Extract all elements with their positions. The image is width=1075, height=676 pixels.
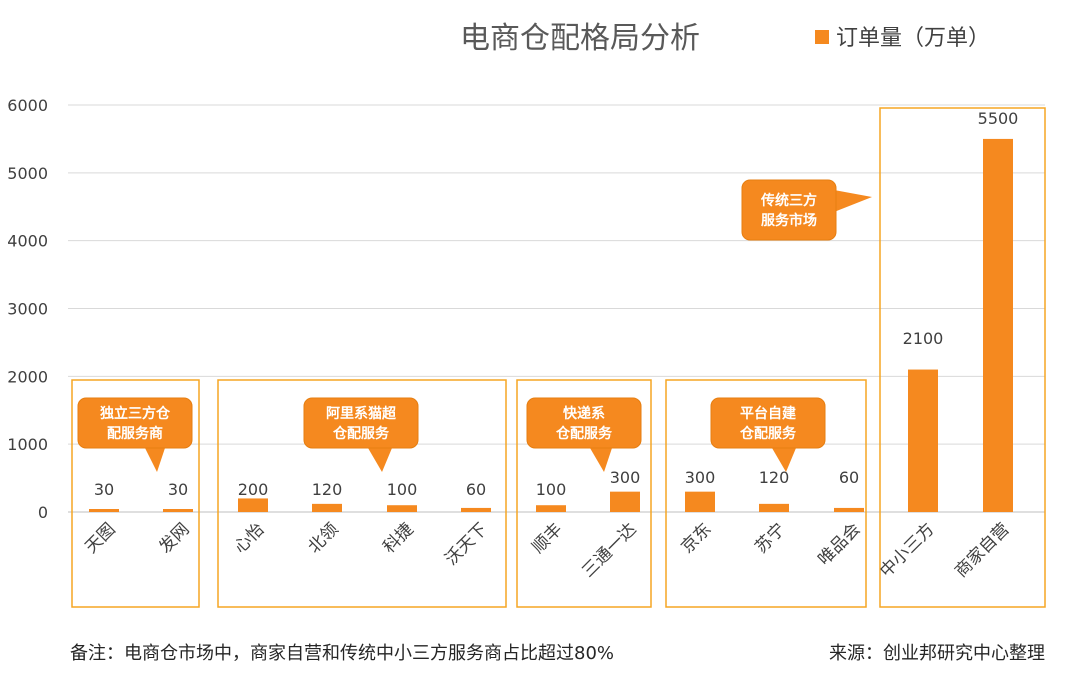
footer-note: 备注：电商仓市场中，商家自营和传统中小三方服务商占比超过80%	[70, 643, 614, 664]
bar	[461, 507, 491, 512]
callout-label: 传统三方	[760, 192, 817, 209]
callout-label: 仓配服务	[332, 425, 390, 442]
category-label: 中小三方	[876, 519, 938, 581]
legend-label: 订单量（万单）	[836, 26, 990, 51]
bar	[834, 507, 864, 512]
data-label: 200	[238, 480, 269, 499]
data-label: 30	[94, 480, 114, 499]
y-tick-label: 6000	[7, 96, 48, 115]
gridlines	[68, 104, 1045, 513]
category-label: 心怡	[230, 519, 268, 557]
data-label: 300	[610, 468, 641, 487]
callout-label: 仓配服务	[739, 425, 797, 442]
data-label: 100	[387, 480, 418, 499]
callout-box	[710, 397, 826, 449]
bar	[387, 505, 417, 512]
group-box	[217, 379, 507, 608]
y-tick-label: 2000	[7, 367, 48, 386]
bar	[312, 503, 342, 512]
footer-source: 来源：创业邦研究中心整理	[829, 643, 1045, 664]
callout-box	[77, 397, 193, 449]
data-label: 300	[685, 468, 716, 487]
data-label: 120	[312, 480, 343, 499]
category-label: 发网	[155, 519, 193, 557]
callout-label: 独立三方仓	[100, 405, 171, 422]
callout-label: 阿里系猫超	[326, 405, 397, 422]
legend: 订单量（万单）	[815, 26, 990, 51]
legend-swatch	[815, 30, 829, 44]
bar	[610, 491, 640, 512]
callout-label: 快递系	[563, 405, 605, 422]
bar	[536, 505, 566, 512]
data-label: 60	[839, 468, 859, 487]
callout-label: 仓配服务	[555, 425, 613, 442]
group-callouts: 独立三方仓配服务商阿里系猫超仓配服务快递系仓配服务平台自建仓配服务传统三方服务市…	[77, 179, 872, 472]
bar	[89, 509, 119, 512]
y-tick-label: 5000	[7, 164, 48, 183]
bar	[685, 491, 715, 512]
category-label: 三通一达	[578, 519, 640, 581]
callout-box	[303, 397, 419, 449]
group-boxes	[71, 107, 1046, 608]
y-axis: 0 1000 2000 3000 4000 5000 6000	[7, 96, 48, 522]
y-tick-label: 3000	[7, 300, 48, 319]
bar	[163, 509, 193, 512]
data-label: 100	[536, 480, 567, 499]
category-label: 顺丰	[528, 519, 566, 557]
bar	[983, 138, 1013, 512]
callout-pointer	[590, 448, 612, 472]
category-label: 苏宁	[751, 519, 789, 557]
callout-label: 服务市场	[761, 212, 817, 229]
group-box	[879, 107, 1046, 608]
data-label: 30	[168, 480, 188, 499]
bar	[238, 498, 268, 512]
category-label: 北领	[304, 519, 342, 557]
callout-box	[526, 397, 642, 449]
data-label: 60	[466, 480, 486, 499]
category-label: 商家自营	[951, 519, 1013, 581]
category-label: 天图	[81, 519, 119, 557]
group-box	[665, 379, 867, 608]
callout-label: 平台自建	[740, 405, 796, 422]
bars	[89, 138, 1013, 512]
group-box	[516, 379, 652, 608]
category-label: 科捷	[379, 519, 417, 557]
callout-label: 配服务商	[107, 425, 163, 442]
callout-box	[741, 179, 837, 241]
footer: 备注：电商仓市场中，商家自营和传统中小三方服务商占比超过80% 来源：创业邦研究…	[70, 643, 1045, 664]
data-label: 2100	[903, 329, 944, 348]
data-labels: 30 30 200 120 100 60 100 300 300 120 60 2100 5500	[94, 109, 1019, 499]
callout-pointer	[368, 448, 392, 472]
category-label: 唯品会	[814, 519, 864, 569]
category-label: 京东	[677, 519, 715, 557]
category-label: 沃天下	[441, 519, 491, 569]
bar	[908, 369, 938, 512]
data-label: 120	[759, 468, 790, 487]
chart-title: 电商仓配格局分析	[460, 21, 700, 56]
group-box	[71, 379, 200, 608]
callout-pointer	[772, 448, 796, 472]
y-tick-label: 1000	[7, 435, 48, 454]
callout-pointer	[145, 448, 165, 472]
category-labels: 天图 发网 心怡 北领 科捷 沃天下 顺丰 三通一达 京东 苏宁 唯品会 中小三方 商家自营	[81, 519, 1013, 581]
bar	[759, 503, 789, 512]
callout-pointer	[834, 190, 872, 212]
y-tick-label: 0	[38, 503, 48, 522]
data-label: 5500	[978, 109, 1019, 128]
y-tick-label: 4000	[7, 232, 48, 251]
